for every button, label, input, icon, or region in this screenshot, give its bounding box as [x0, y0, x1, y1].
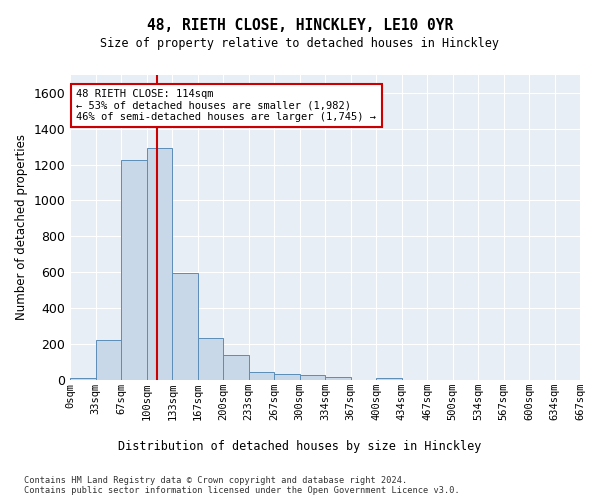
Bar [147, 148, 172, 380]
Text: Size of property relative to detached houses in Hinckley: Size of property relative to detached ho… [101, 38, 499, 51]
Bar [70, 378, 96, 380]
Bar [325, 377, 350, 380]
Bar [121, 160, 147, 380]
Text: Distribution of detached houses by size in Hinckley: Distribution of detached houses by size … [118, 440, 482, 453]
Bar [274, 374, 299, 380]
Text: 48 RIETH CLOSE: 114sqm
← 53% of detached houses are smaller (1,982)
46% of semi-: 48 RIETH CLOSE: 114sqm ← 53% of detached… [76, 89, 376, 122]
Bar [172, 273, 198, 380]
Bar [376, 378, 401, 380]
Bar [223, 355, 248, 380]
Text: Contains HM Land Registry data © Crown copyright and database right 2024.
Contai: Contains HM Land Registry data © Crown c… [24, 476, 460, 495]
Text: 48, RIETH CLOSE, HINCKLEY, LE10 0YR: 48, RIETH CLOSE, HINCKLEY, LE10 0YR [147, 18, 453, 32]
Y-axis label: Number of detached properties: Number of detached properties [15, 134, 28, 320]
Bar [198, 338, 223, 380]
Bar [248, 372, 274, 380]
Bar [299, 375, 325, 380]
Bar [96, 340, 121, 380]
